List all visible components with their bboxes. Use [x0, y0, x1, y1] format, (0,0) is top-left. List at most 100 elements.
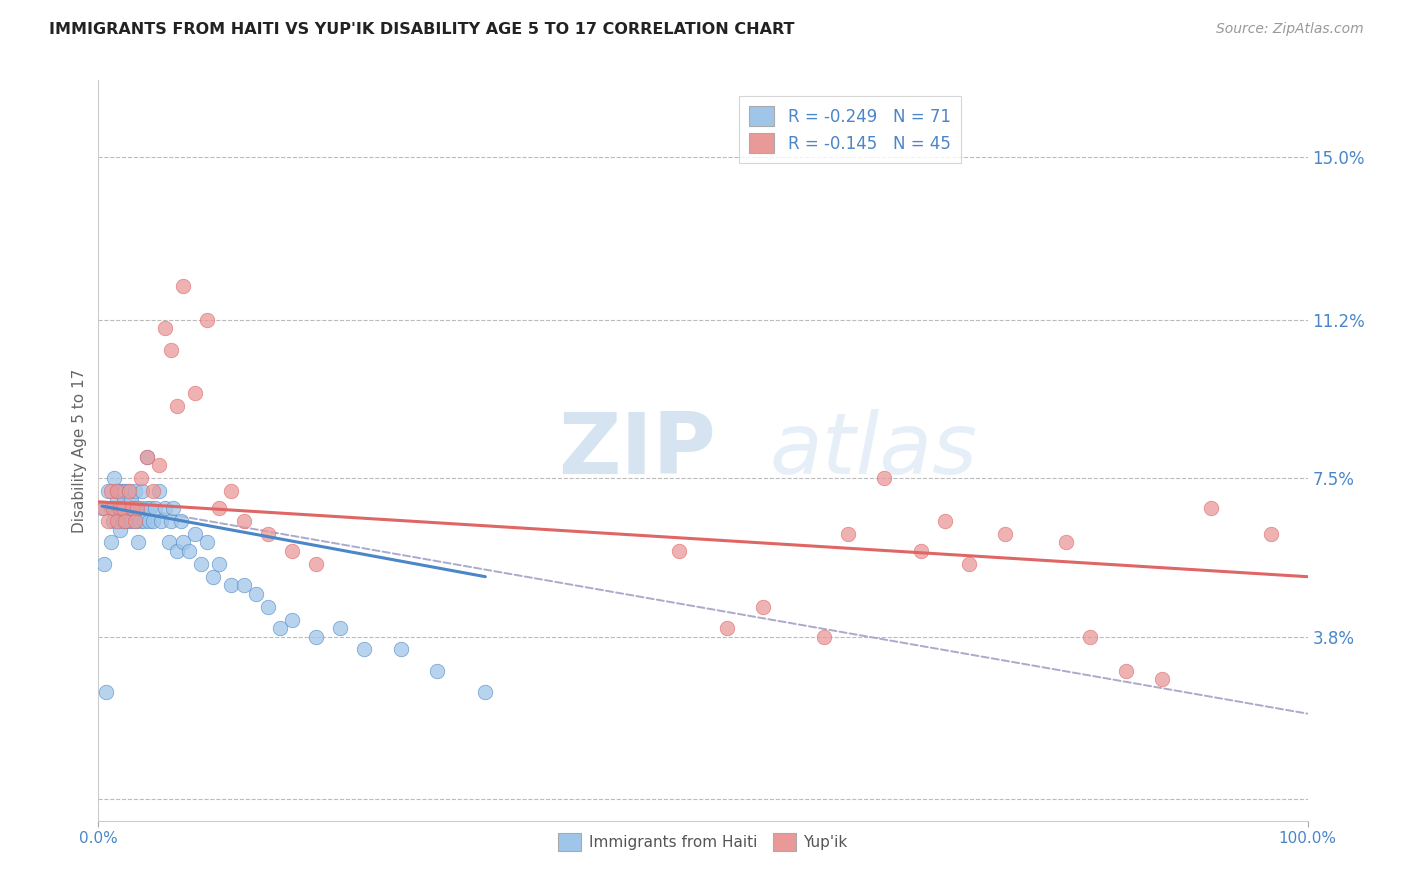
Point: [125, 514, 148, 528]
Point: [752, 599, 775, 614]
Point: [179, 544, 201, 558]
Point: [124, 514, 146, 528]
Point: [142, 514, 165, 528]
Point: [118, 484, 141, 499]
Point: [94, 685, 117, 699]
Point: [129, 501, 152, 516]
Point: [716, 621, 738, 635]
Point: [1115, 664, 1137, 678]
Point: [281, 613, 304, 627]
Point: [221, 578, 243, 592]
Point: [111, 514, 134, 528]
Point: [934, 514, 956, 528]
Point: [114, 514, 136, 528]
Point: [1199, 501, 1222, 516]
Point: [353, 642, 375, 657]
Point: [134, 514, 156, 528]
Text: atlas: atlas: [769, 409, 977, 492]
Point: [105, 484, 128, 499]
Point: [131, 484, 153, 499]
Point: [107, 514, 129, 528]
Point: [153, 501, 176, 516]
Point: [160, 343, 183, 357]
Point: [97, 514, 120, 528]
Point: [148, 484, 170, 499]
Point: [135, 450, 157, 464]
Point: [994, 527, 1017, 541]
Point: [127, 535, 149, 549]
Point: [474, 685, 496, 699]
Point: [873, 471, 896, 485]
Point: [111, 501, 134, 516]
Point: [281, 544, 304, 558]
Point: [135, 501, 157, 516]
Point: [93, 557, 115, 571]
Point: [837, 527, 859, 541]
Point: [111, 501, 134, 516]
Point: [1054, 535, 1077, 549]
Point: [160, 514, 183, 528]
Point: [957, 557, 980, 571]
Point: [232, 514, 254, 528]
Point: [100, 535, 122, 549]
Point: [105, 514, 128, 528]
Point: [166, 399, 188, 413]
Point: [1152, 673, 1174, 687]
Point: [208, 501, 231, 516]
Point: [118, 484, 141, 499]
Point: [232, 578, 254, 592]
Point: [166, 544, 188, 558]
Y-axis label: Disability Age 5 to 17: Disability Age 5 to 17: [72, 368, 87, 533]
Legend: Immigrants from Haiti, Yup'ik: Immigrants from Haiti, Yup'ik: [553, 827, 853, 857]
Point: [127, 501, 149, 516]
Point: [129, 471, 152, 485]
Point: [256, 599, 278, 614]
Point: [195, 535, 218, 549]
Point: [108, 501, 131, 516]
Point: [115, 514, 138, 528]
Point: [202, 570, 225, 584]
Point: [139, 501, 162, 516]
Point: [184, 385, 207, 400]
Point: [117, 501, 139, 516]
Point: [256, 527, 278, 541]
Point: [153, 321, 176, 335]
Point: [184, 527, 207, 541]
Point: [305, 557, 328, 571]
Point: [148, 458, 170, 473]
Point: [138, 514, 160, 528]
Point: [103, 471, 125, 485]
Point: [112, 492, 135, 507]
Point: [108, 523, 131, 537]
Point: [111, 484, 134, 499]
Point: [1078, 630, 1101, 644]
Point: [142, 484, 165, 499]
Point: [114, 484, 136, 499]
Point: [121, 501, 143, 516]
Point: [426, 664, 449, 678]
Point: [169, 514, 191, 528]
Point: [389, 642, 412, 657]
Point: [114, 501, 136, 516]
Point: [100, 501, 122, 516]
Point: [121, 514, 143, 528]
Point: [813, 630, 835, 644]
Point: [118, 501, 141, 516]
Point: [124, 501, 146, 516]
Point: [121, 501, 143, 516]
Point: [108, 501, 131, 516]
Point: [208, 557, 231, 571]
Point: [329, 621, 352, 635]
Point: [128, 514, 150, 528]
Point: [1260, 527, 1282, 541]
Point: [104, 501, 127, 516]
Point: [269, 621, 291, 635]
Point: [100, 484, 122, 499]
Point: [172, 535, 194, 549]
Point: [93, 501, 115, 516]
Point: [101, 501, 124, 516]
Point: [221, 484, 243, 499]
Point: [195, 313, 218, 327]
Point: [118, 514, 141, 528]
Text: Source: ZipAtlas.com: Source: ZipAtlas.com: [1216, 22, 1364, 37]
